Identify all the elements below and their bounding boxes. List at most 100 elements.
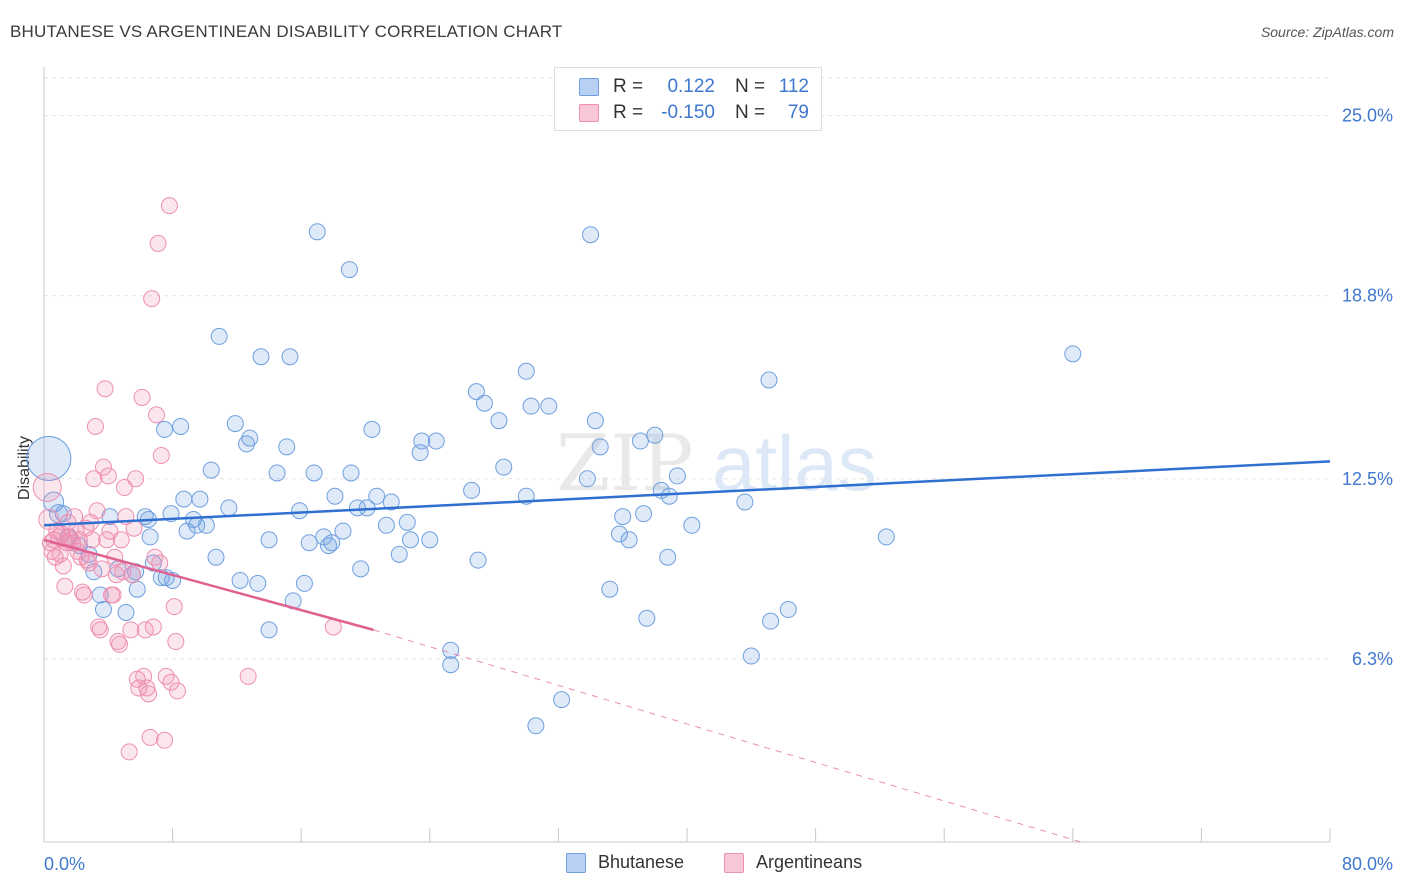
legend-r-value: -0.150 — [661, 102, 715, 123]
series-legend-label: Bhutanese — [598, 852, 685, 872]
point-bhutanese — [683, 516, 701, 534]
point-bhutanese — [553, 691, 571, 709]
point-argentineans — [133, 388, 151, 406]
point-bhutanese — [128, 580, 146, 598]
point-bhutanese — [877, 528, 895, 546]
point-bhutanese — [191, 490, 209, 508]
point-argentineans — [160, 197, 178, 215]
point-bhutanese — [26, 435, 72, 481]
point-bhutanese — [635, 505, 653, 523]
point-argentineans — [239, 667, 257, 685]
point-bhutanese — [241, 429, 259, 447]
point-bhutanese — [226, 415, 244, 433]
point-bhutanese — [586, 412, 604, 430]
point-argentineans — [111, 635, 129, 653]
point-bhutanese — [197, 516, 215, 534]
point-bhutanese — [527, 717, 545, 735]
point-argentineans — [167, 633, 185, 651]
point-bhutanese — [591, 438, 609, 456]
point-bhutanese — [659, 548, 677, 566]
point-bhutanese — [172, 417, 190, 435]
y-tick-label: 6.3% — [1352, 649, 1393, 669]
point-bhutanese — [281, 348, 299, 366]
series-legend-label: Argentineans — [756, 852, 863, 872]
point-bhutanese — [660, 487, 678, 505]
point-argentineans — [85, 470, 103, 488]
point-bhutanese — [382, 493, 400, 511]
point-argentineans — [88, 502, 106, 520]
point-argentineans — [94, 458, 112, 476]
point-argentineans — [138, 679, 156, 697]
point-argentineans — [123, 566, 141, 584]
point-argentineans — [114, 563, 132, 581]
point-bhutanese — [427, 432, 445, 450]
series-legend-bhutanese[interactable]: Bhutanese — [566, 852, 684, 873]
point-bhutanese — [578, 470, 596, 488]
point-bhutanese — [421, 531, 439, 549]
point-argentineans — [115, 479, 133, 497]
point-argentineans — [75, 586, 93, 604]
y-tick-label: 18.8% — [1342, 286, 1393, 306]
point-bhutanese — [762, 612, 780, 630]
legend-n-value: 112 — [778, 76, 809, 97]
point-bhutanese — [760, 371, 778, 389]
source-label: Source: ZipAtlas.com — [1260, 24, 1394, 40]
legend-row-argentineans: R = -0.150 N = 79 — [579, 102, 809, 124]
point-bhutanese — [326, 487, 344, 505]
trend-line-argentineans-extension — [373, 629, 1081, 843]
point-argentineans — [156, 731, 174, 749]
point-bhutanese — [582, 226, 600, 244]
point-bhutanese — [252, 348, 270, 366]
x-tick-label: 0.0% — [44, 854, 85, 874]
series-legend-argentineans[interactable]: Argentineans — [724, 852, 862, 873]
point-bhutanese — [631, 432, 649, 450]
point-bhutanese — [202, 461, 220, 479]
stats-legend: R = 0.122 N = 112 R = -0.150 N = 79 — [554, 67, 822, 131]
point-argentineans — [104, 586, 122, 604]
point-argentineans — [125, 519, 143, 537]
point-bhutanese — [268, 464, 286, 482]
point-bhutanese — [210, 327, 228, 345]
point-bhutanese — [742, 647, 760, 665]
point-argentineans — [83, 531, 101, 549]
point-bhutanese — [522, 397, 540, 415]
point-bhutanese — [368, 487, 386, 505]
x-tick-label: 80.0% — [1342, 854, 1393, 874]
y-tick-label: 25.0% — [1342, 106, 1393, 126]
point-bhutanese — [278, 438, 296, 456]
point-argentineans — [168, 682, 186, 700]
point-argentineans — [152, 447, 170, 465]
trend-line-argentineans — [43, 538, 374, 632]
point-bhutanese — [779, 601, 797, 619]
point-argentineans — [74, 583, 92, 601]
point-argentineans — [32, 473, 62, 503]
point-argentineans — [139, 685, 157, 703]
point-bhutanese — [348, 499, 366, 517]
legend-r-label: R = — [613, 102, 644, 123]
point-bhutanese — [490, 412, 508, 430]
point-bhutanese — [517, 362, 535, 380]
legend-n-label: N = — [735, 102, 766, 123]
point-bhutanese — [601, 580, 619, 598]
point-bhutanese — [141, 528, 159, 546]
point-argentineans — [165, 598, 183, 616]
point-argentineans — [122, 621, 140, 639]
point-bhutanese — [175, 490, 193, 508]
point-bhutanese — [638, 609, 656, 627]
point-bhutanese — [295, 574, 313, 592]
point-bhutanese — [144, 554, 162, 572]
point-argentineans — [112, 531, 130, 549]
y-tick-label: 12.5% — [1342, 469, 1393, 489]
series-legend: Bhutanese Argentineans — [0, 852, 1406, 876]
point-bhutanese — [342, 464, 360, 482]
point-bhutanese — [442, 641, 460, 659]
point-bhutanese — [207, 548, 225, 566]
legend-row-bhutanese: R = 0.122 N = 112 — [579, 76, 809, 98]
point-bhutanese — [377, 516, 395, 534]
trend-line-bhutanese — [43, 460, 1331, 527]
point-bhutanese — [320, 537, 338, 555]
point-bhutanese — [94, 601, 112, 619]
point-bhutanese — [231, 571, 249, 589]
point-argentineans — [56, 577, 74, 595]
